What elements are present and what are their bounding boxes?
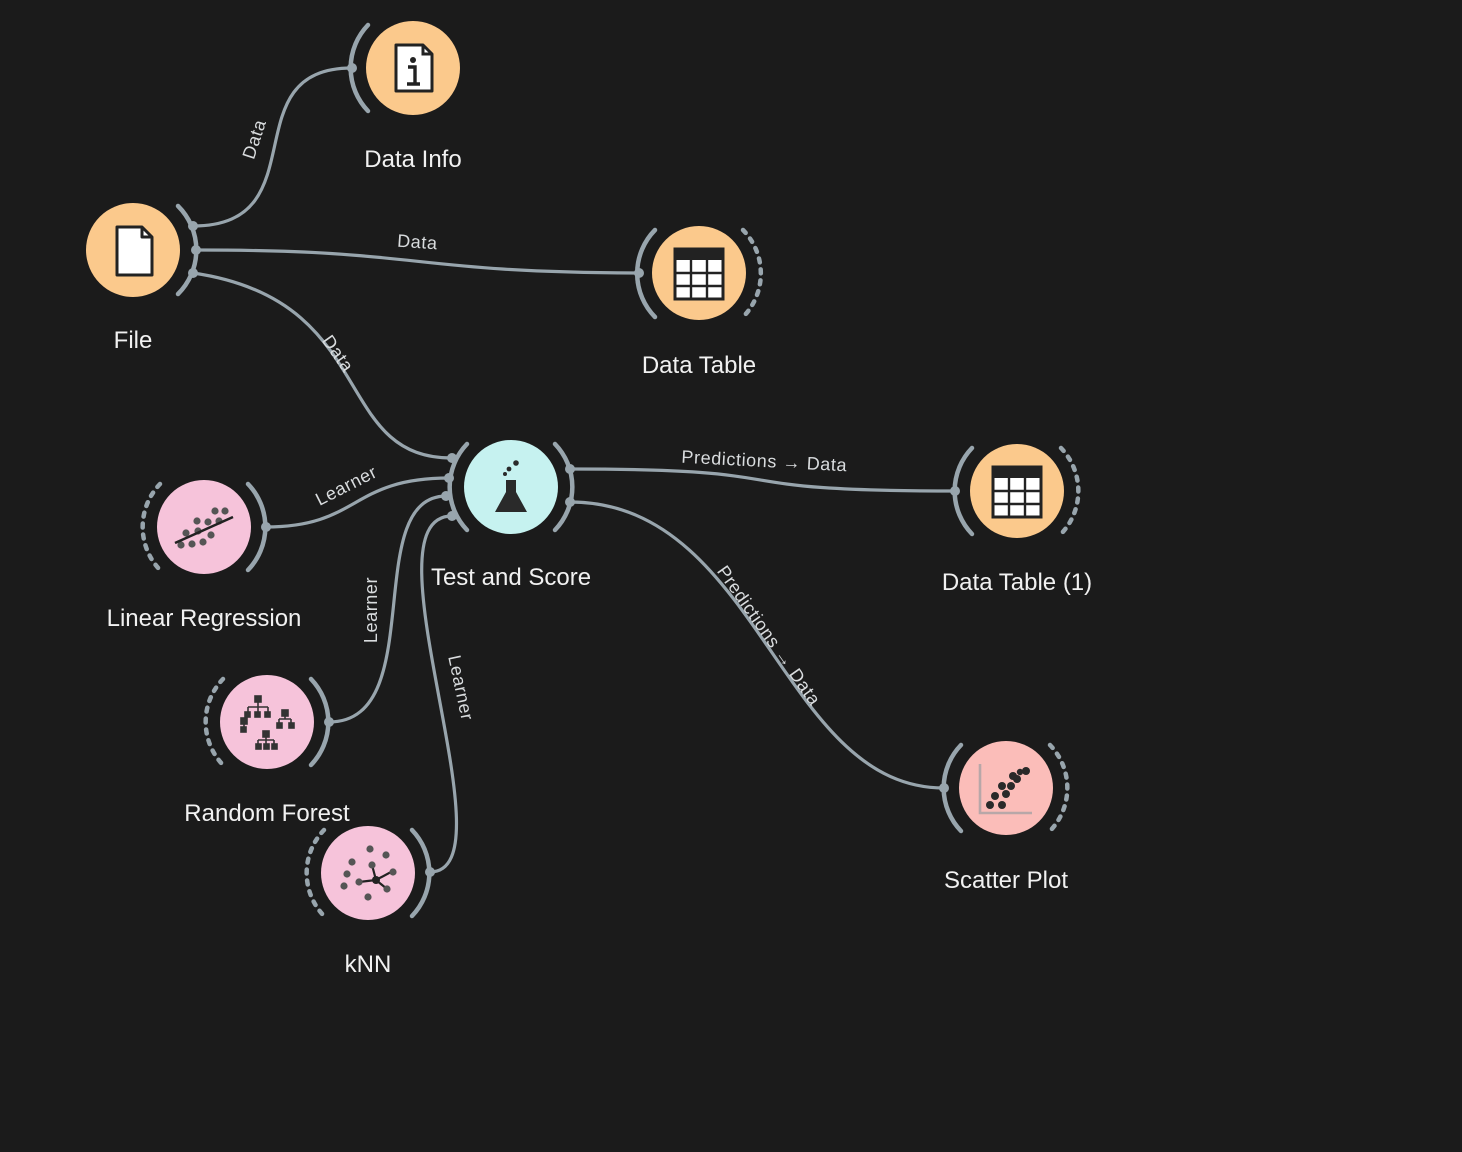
link-file-to-data-info[interactable] xyxy=(191,66,354,228)
knn-input-arc xyxy=(304,827,327,919)
links xyxy=(191,66,957,874)
file-icon xyxy=(115,225,154,277)
node-scatter-plot[interactable]: Scatter Plot xyxy=(939,741,1070,894)
node-label-data-info: Data Info xyxy=(364,146,461,173)
link-test-and-score-to-scatter-plot[interactable] xyxy=(568,500,946,790)
linear-regression-input-arc xyxy=(140,481,163,573)
scatter-icon xyxy=(978,764,1032,815)
node-label-scatter-plot: Scatter Plot xyxy=(944,867,1068,894)
link-label-file-table: Data xyxy=(397,231,439,254)
node-label-data-table-1: Data Table (1) xyxy=(942,569,1092,596)
link-file-to-test-and-score[interactable] xyxy=(191,271,454,460)
table-icon xyxy=(673,247,725,301)
node-label-data-table: Data Table xyxy=(642,352,756,379)
data-table-output-arc xyxy=(740,227,763,320)
info-document-icon xyxy=(394,43,434,93)
node-file[interactable]: File xyxy=(86,203,201,354)
node-label-file: File xyxy=(114,327,153,354)
scatter-plot-output-arc xyxy=(1047,742,1070,834)
node-scatter-plot-circle[interactable] xyxy=(959,741,1053,835)
link-random-forest-to-test-and-score[interactable] xyxy=(327,494,448,724)
node-label-random-forest: Random Forest xyxy=(184,800,350,827)
link-test-and-score-to-data-table-1[interactable] xyxy=(568,467,957,493)
node-test-and-score[interactable]: Test and Score xyxy=(431,440,591,591)
table-icon xyxy=(991,465,1043,519)
node-label-knn: kNN xyxy=(345,951,392,978)
link-linear-regression-to-test-and-score[interactable] xyxy=(264,476,451,529)
link-file-to-data-table[interactable] xyxy=(194,248,641,275)
node-data-table-1[interactable]: Data Table (1) xyxy=(942,444,1092,596)
tree-icon xyxy=(240,695,295,750)
data-table-1-output-arc xyxy=(1058,445,1081,537)
node-knn[interactable]: kNN xyxy=(304,826,435,978)
node-linear-regression[interactable]: Linear Regression xyxy=(107,480,302,632)
node-random-forest[interactable]: Random Forest xyxy=(184,675,350,827)
regression-icon xyxy=(174,507,234,549)
node-linear-regression-circle[interactable] xyxy=(157,480,251,574)
node-label-linear-regression: Linear Regression xyxy=(107,605,302,632)
link-label-rf-test: Learner xyxy=(361,577,381,643)
node-label-test-and-score: Test and Score xyxy=(431,564,591,591)
random-forest-input-arc xyxy=(203,676,226,768)
test-and-score-output-arc[interactable] xyxy=(552,441,575,533)
node-data-info[interactable]: Data Info xyxy=(347,21,462,173)
node-data-table[interactable]: Data Table xyxy=(634,226,763,379)
node-random-forest-circle[interactable] xyxy=(220,675,314,769)
flask-icon xyxy=(495,460,527,512)
node-knn-circle[interactable] xyxy=(321,826,415,920)
test-and-score-input-arc[interactable] xyxy=(447,441,470,533)
link-knn-to-test-and-score[interactable] xyxy=(420,514,458,874)
knn-icon xyxy=(340,845,397,901)
